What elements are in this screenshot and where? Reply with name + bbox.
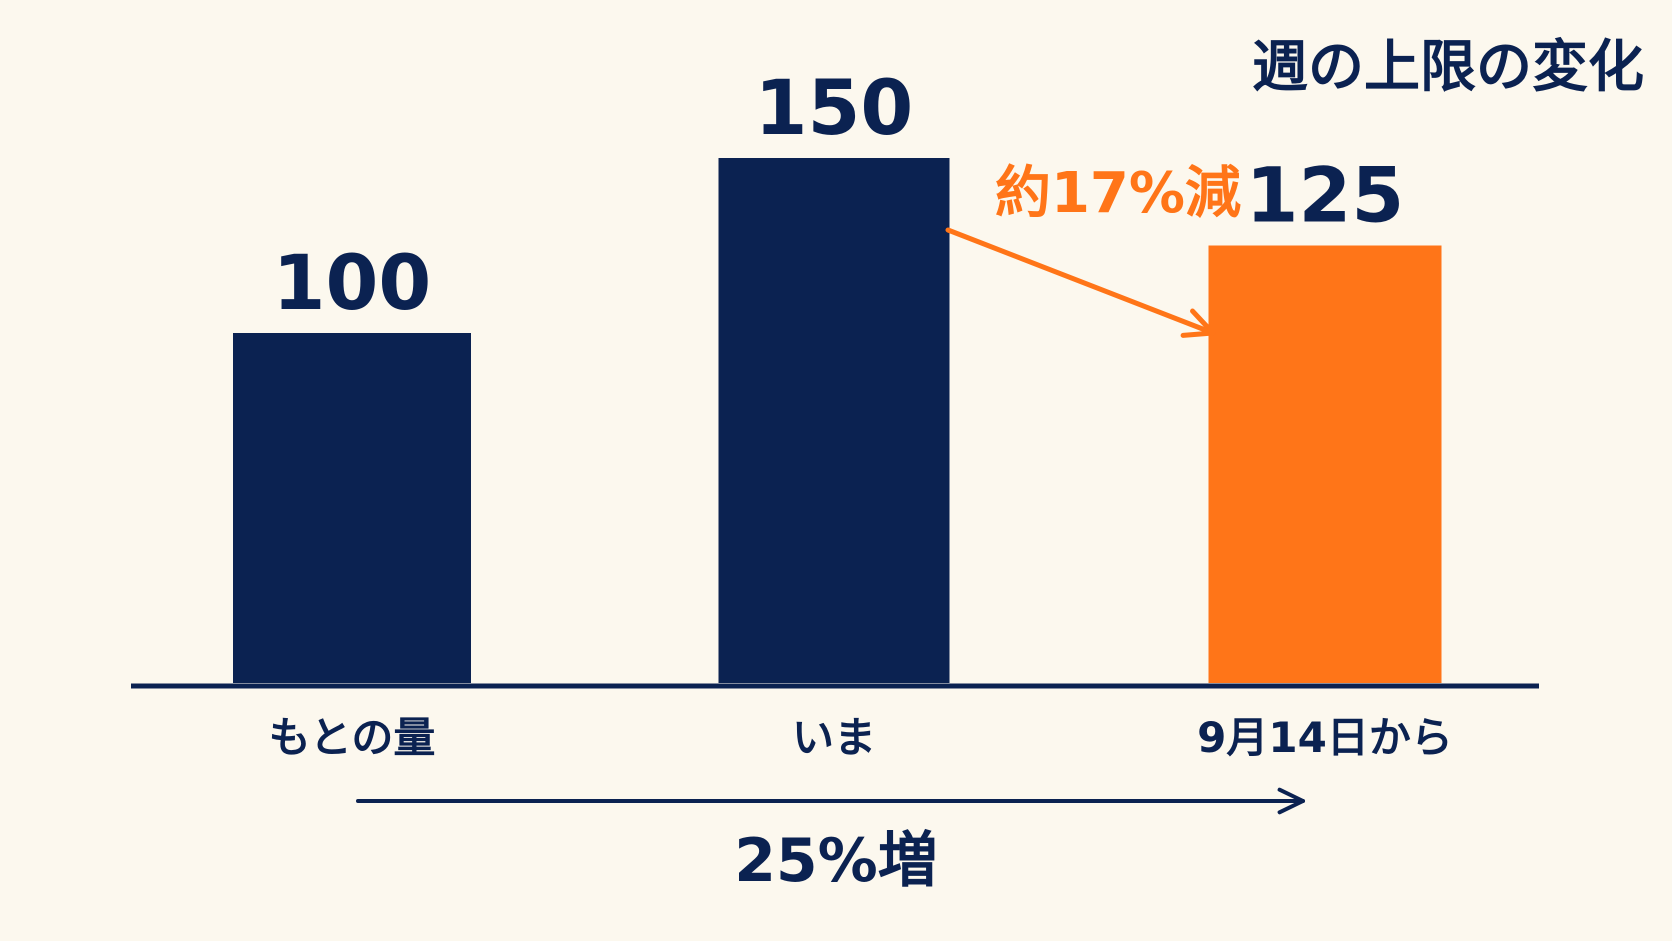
chart-title: 週の上限の変化 [1252, 35, 1644, 100]
bar-3 [1208, 245, 1442, 683]
category-label-2: いま [792, 713, 876, 762]
value-labels: 100 150 125 [273, 63, 1405, 327]
increase-arrow-head [1277, 787, 1305, 815]
value-label-1: 100 [273, 238, 432, 327]
annotations: 約17%減 25%増 [356, 161, 1305, 896]
decrease-arrow-line [945, 227, 1216, 336]
decrease-annotation-text: 約17%減 [995, 161, 1241, 226]
category-label-1: もとの量 [269, 713, 436, 762]
value-label-2: 150 [755, 63, 914, 152]
bars [233, 158, 1442, 683]
bar-2 [718, 158, 950, 683]
value-label-3: 125 [1246, 151, 1405, 240]
decrease-arrow-head [1180, 308, 1216, 338]
bar-1 [233, 333, 471, 683]
increase-annotation-text: 25%増 [734, 826, 938, 896]
category-labels: もとの量 いま 9月14日から [269, 713, 1453, 762]
category-label-3: 9月14日から [1197, 713, 1453, 762]
